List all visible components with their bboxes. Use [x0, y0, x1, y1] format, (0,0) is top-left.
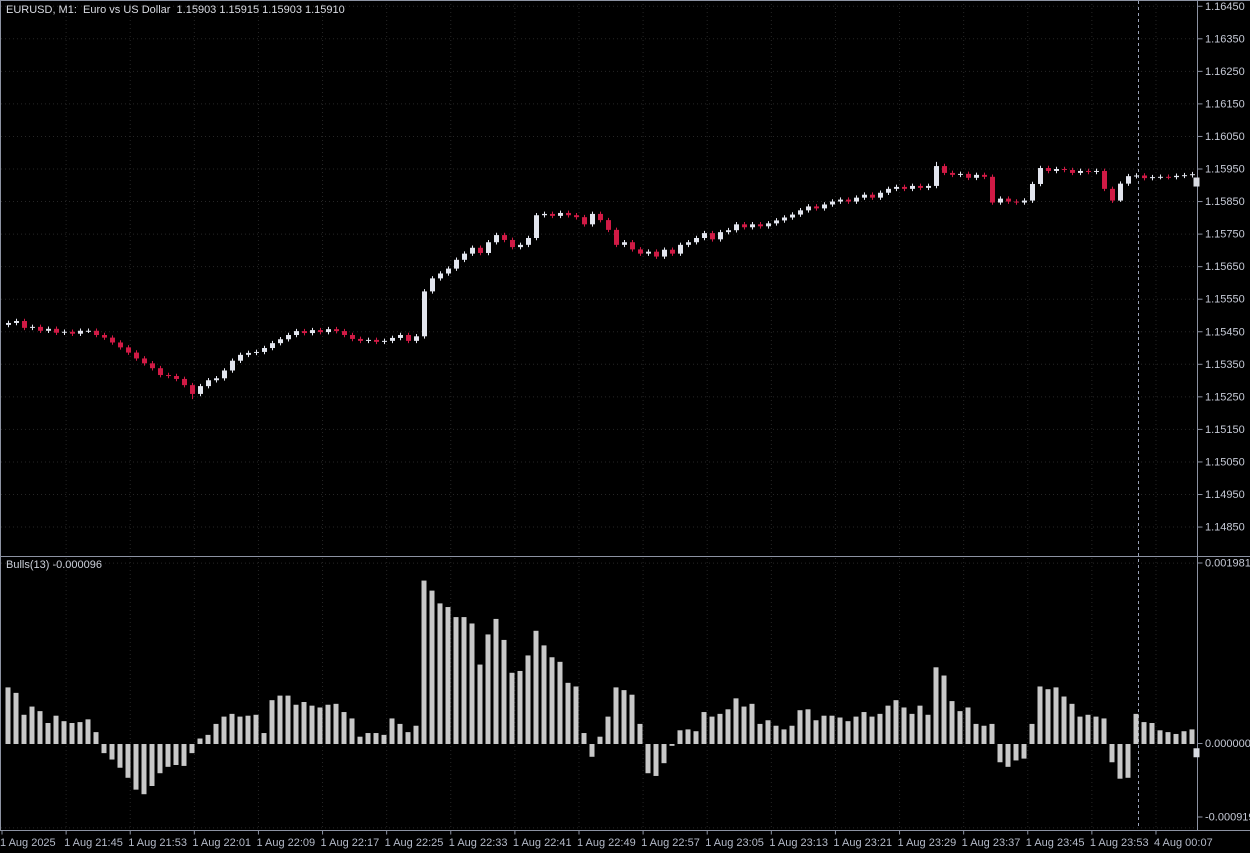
- indicator-axis[interactable]: 0.001981 0.000000 -0.000919: [1197, 558, 1250, 824]
- svg-text:1 Aug 22:41: 1 Aug 22:41: [513, 837, 572, 849]
- chart-title: EURUSD, M1: Euro vs US Dollar 1.15903 1.…: [6, 4, 345, 16]
- svg-text:1 Aug 23:45: 1 Aug 23:45: [1026, 837, 1085, 849]
- svg-text:1 Aug 22:09: 1 Aug 22:09: [256, 837, 315, 849]
- svg-text:1.16450: 1.16450: [1205, 1, 1245, 13]
- svg-text:1 Aug 22:57: 1 Aug 22:57: [641, 837, 700, 849]
- svg-text:1.15150: 1.15150: [1205, 424, 1245, 436]
- svg-text:0.001981: 0.001981: [1205, 558, 1250, 570]
- svg-text:0.000000: 0.000000: [1205, 738, 1250, 750]
- grid-layer: [1, 0, 1196, 829]
- svg-text:1 Aug 23:05: 1 Aug 23:05: [705, 837, 764, 849]
- svg-text:1.16350: 1.16350: [1205, 33, 1245, 45]
- svg-text:1 Aug 22:25: 1 Aug 22:25: [385, 837, 444, 849]
- svg-text:1.16250: 1.16250: [1205, 66, 1245, 78]
- svg-text:1.16150: 1.16150: [1205, 98, 1245, 110]
- svg-text:4 Aug 00:07: 4 Aug 00:07: [1154, 837, 1213, 849]
- svg-text:-0.000919: -0.000919: [1205, 812, 1250, 824]
- time-axis[interactable]: 1 Aug 2025 1 Aug 21:45 1 Aug 21:53 1 Aug 22…: [0, 830, 1250, 850]
- indicator-value-marker: [1193, 748, 1200, 758]
- svg-text:1 Aug 22:49: 1 Aug 22:49: [577, 837, 636, 849]
- svg-text:1.15550: 1.15550: [1205, 294, 1245, 306]
- svg-text:1.15650: 1.15650: [1205, 261, 1245, 273]
- svg-text:1 Aug 23:53: 1 Aug 23:53: [1090, 837, 1149, 849]
- price-axis[interactable]: 1.16450 1.16350 1.16250 1.16150 1.16050 1.159…: [1197, 0, 1245, 830]
- svg-text:1 Aug 23:37: 1 Aug 23:37: [962, 837, 1021, 849]
- svg-text:1.15050: 1.15050: [1205, 456, 1245, 468]
- svg-text:1.15250: 1.15250: [1205, 391, 1245, 403]
- svg-text:1.16050: 1.16050: [1205, 131, 1245, 143]
- svg-text:1.14950: 1.14950: [1205, 489, 1245, 501]
- svg-text:1 Aug 21:45: 1 Aug 21:45: [64, 837, 123, 849]
- svg-text:1.15750: 1.15750: [1205, 229, 1245, 241]
- svg-text:1.15850: 1.15850: [1205, 196, 1245, 208]
- bulls-histogram[interactable]: [5, 580, 1195, 795]
- svg-text:1.14850: 1.14850: [1205, 522, 1245, 534]
- svg-text:1.15450: 1.15450: [1205, 326, 1245, 338]
- svg-text:1 Aug 23:21: 1 Aug 23:21: [833, 837, 892, 849]
- current-price-marker: [1193, 177, 1200, 187]
- window-border: [0, 0, 1250, 831]
- svg-text:1 Aug 23:13: 1 Aug 23:13: [769, 837, 828, 849]
- svg-text:1.15350: 1.15350: [1205, 359, 1245, 371]
- svg-text:1 Aug 22:17: 1 Aug 22:17: [321, 837, 380, 849]
- svg-text:1 Aug 21:53: 1 Aug 21:53: [128, 837, 187, 849]
- svg-text:1.15950: 1.15950: [1205, 164, 1245, 176]
- indicator-label: Bulls(13) -0.000096: [6, 559, 103, 571]
- candles-layer[interactable]: [6, 161, 1195, 400]
- svg-text:1 Aug 22:33: 1 Aug 22:33: [449, 837, 508, 849]
- svg-text:1 Aug 23:29: 1 Aug 23:29: [898, 837, 957, 849]
- svg-text:1 Aug 2025: 1 Aug 2025: [0, 837, 56, 849]
- svg-text:1 Aug 22:01: 1 Aug 22:01: [192, 837, 251, 849]
